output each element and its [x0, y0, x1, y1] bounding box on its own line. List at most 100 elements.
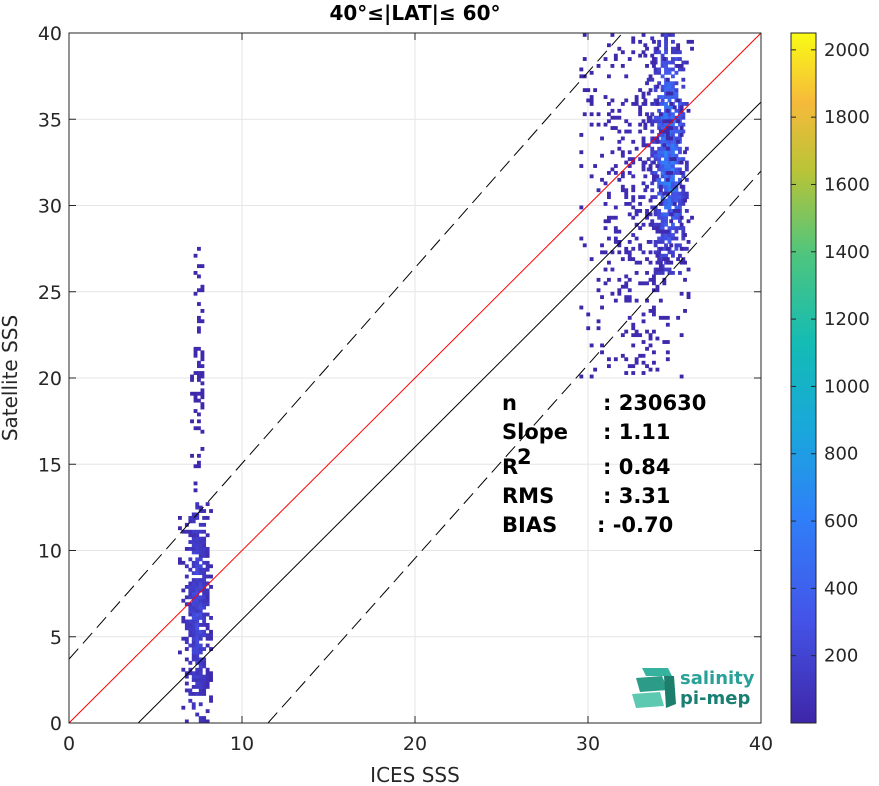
heatmap-cell — [624, 284, 629, 289]
heatmap-cell — [664, 43, 668, 48]
heatmap-cell — [620, 174, 625, 179]
heatmap-cell — [188, 660, 193, 665]
heatmap-cell — [662, 315, 667, 320]
heatmap-cell — [671, 39, 675, 44]
x-tick-label: 20 — [403, 733, 427, 755]
heatmap-cell — [665, 77, 670, 82]
heatmap-cell — [188, 605, 193, 610]
heatmap-cell — [667, 184, 672, 189]
heatmap-cell — [197, 378, 201, 382]
heatmap-cell — [665, 119, 670, 124]
heatmap-cell — [641, 371, 646, 375]
heatmap-cell — [660, 240, 665, 244]
heatmap-cell — [660, 219, 665, 224]
heatmap-cell — [652, 312, 656, 317]
heatmap-cell — [191, 671, 196, 676]
heatmap-cell — [610, 250, 615, 255]
heatmap-cell — [648, 343, 653, 348]
stat-label: RMS — [502, 484, 554, 508]
heatmap-cell — [191, 616, 196, 620]
heatmap-cell — [683, 233, 687, 237]
heatmap-cell — [202, 719, 207, 723]
heatmap-cell — [650, 122, 655, 127]
heatmap-cell — [195, 685, 200, 689]
heatmap-cell — [198, 647, 203, 651]
heatmap-cell — [631, 198, 636, 203]
heatmap-cell — [191, 605, 196, 610]
heatmap-cell — [664, 88, 668, 93]
heatmap-cell — [648, 240, 653, 244]
heatmap-cell — [674, 212, 679, 217]
heatmap-cell — [658, 315, 663, 320]
heatmap-cell — [200, 371, 205, 375]
heatmap-cell — [579, 133, 584, 137]
heatmap-cell — [620, 50, 625, 55]
heatmap-cell — [665, 357, 670, 362]
heatmap-cell — [200, 264, 205, 269]
heatmap-cell — [184, 574, 189, 579]
heatmap-cell — [202, 536, 207, 541]
heatmap-cell — [198, 540, 203, 544]
heatmap-cell — [684, 195, 689, 200]
heatmap-cell — [198, 581, 203, 586]
heatmap-cell — [653, 271, 658, 275]
heatmap-cell — [596, 64, 601, 68]
heatmap-cell — [607, 74, 611, 79]
heatmap-cells — [178, 33, 694, 723]
heatmap-cell — [665, 108, 670, 113]
heatmap-cell — [181, 667, 186, 672]
heatmap-cell — [669, 119, 674, 124]
heatmap-cell — [197, 460, 201, 465]
heatmap-cell — [634, 357, 639, 362]
heatmap-cell — [645, 143, 649, 148]
heatmap-cell — [660, 64, 665, 68]
heatmap-cell — [638, 353, 643, 358]
heatmap-cell — [655, 284, 660, 289]
heatmap-cell — [638, 112, 643, 117]
heatmap-cell — [188, 581, 193, 586]
heatmap-cell — [184, 623, 189, 627]
heatmap-cell — [593, 367, 598, 372]
heatmap-cell — [667, 205, 672, 210]
heatmap-cell — [195, 616, 200, 620]
heatmap-cell — [200, 288, 205, 293]
heatmap-cell — [678, 129, 682, 134]
heatmap-cell — [664, 184, 668, 189]
heatmap-cell — [660, 174, 665, 179]
heatmap-cell — [667, 95, 672, 99]
heatmap-cell — [676, 209, 681, 213]
heatmap-cell — [191, 609, 196, 613]
heatmap-cell — [660, 139, 665, 144]
heatmap-cell — [652, 309, 656, 313]
heatmap-cell — [664, 202, 668, 206]
heatmap-cell — [683, 309, 687, 313]
heatmap-cell — [671, 191, 675, 196]
heatmap-cell — [195, 560, 200, 565]
heatmap-cell — [617, 288, 622, 293]
heatmap-cell — [667, 198, 672, 203]
heatmap-cell — [197, 326, 201, 331]
heatmap-cell — [191, 647, 196, 651]
heatmap-cell — [195, 660, 200, 665]
heatmap-cell — [188, 585, 193, 589]
heatmap-cell — [200, 447, 205, 451]
heatmap-cell — [679, 215, 684, 220]
heatmap-cell — [198, 585, 203, 589]
heatmap-cell — [624, 119, 629, 124]
heatmap-cell — [645, 81, 649, 86]
heatmap-cell — [679, 291, 684, 296]
heatmap-cell — [195, 612, 200, 617]
heatmap-cell — [655, 367, 660, 372]
heatmap-cell — [676, 119, 681, 124]
x-tick-label: 0 — [63, 733, 75, 755]
heatmap-cell — [209, 671, 213, 676]
heatmap-cell — [681, 236, 686, 241]
heatmap-cell — [193, 391, 198, 396]
heatmap-cell — [205, 626, 210, 631]
heatmap-cell — [178, 516, 182, 520]
heatmap-cell — [653, 157, 658, 162]
heatmap-cell — [678, 205, 682, 210]
heatmap-cell — [679, 160, 684, 165]
heatmap-cell — [617, 129, 622, 134]
heatmap-cell — [648, 198, 653, 203]
